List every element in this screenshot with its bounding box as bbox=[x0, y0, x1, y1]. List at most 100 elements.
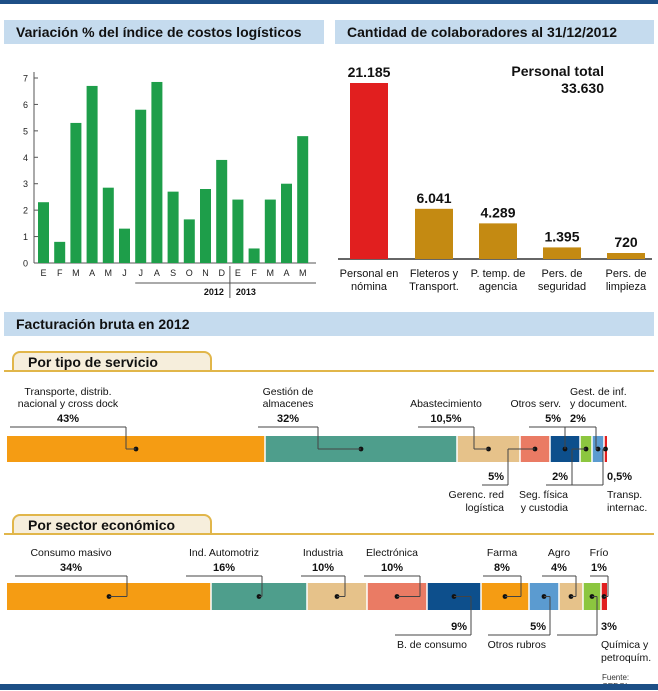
segment-pct: 10,5% bbox=[430, 413, 461, 425]
segment-label: Química y bbox=[601, 639, 649, 651]
x-tick-label: E bbox=[40, 268, 46, 278]
category-label: Fleteros y bbox=[410, 268, 459, 280]
y-tick-label: 5 bbox=[23, 126, 28, 136]
bar bbox=[543, 247, 581, 259]
segment-pct: 4% bbox=[551, 562, 567, 574]
x-tick-label: E bbox=[235, 268, 241, 278]
y-tick-label: 2 bbox=[23, 206, 28, 216]
x-tick-label: M bbox=[299, 268, 307, 278]
total-label: Personal total bbox=[511, 63, 604, 79]
category-label: limpieza bbox=[606, 281, 647, 293]
segment-pct: 3% bbox=[601, 621, 617, 633]
category-label: Transport. bbox=[409, 281, 459, 293]
x-tick-label: D bbox=[218, 268, 225, 278]
segment-pct: 1% bbox=[591, 562, 607, 574]
segment-label: Otros rubros bbox=[488, 639, 546, 651]
category-label: seguridad bbox=[538, 281, 586, 293]
bar bbox=[350, 83, 388, 259]
category-label: nómina bbox=[351, 281, 388, 293]
segment-label: Transp. bbox=[607, 489, 642, 501]
segment-pct: 0,5% bbox=[607, 471, 632, 483]
segment-label: y document. bbox=[570, 398, 627, 410]
segment-label: Consumo masivo bbox=[30, 547, 111, 559]
segment-label: Transporte, distrib. bbox=[24, 386, 111, 398]
segment-label: B. de consumo bbox=[397, 639, 467, 651]
segment-label: Otros serv. bbox=[510, 398, 561, 410]
bar bbox=[297, 136, 309, 263]
category-label: P. temp. de bbox=[471, 268, 526, 280]
bar-value-label: 1.395 bbox=[544, 228, 579, 244]
segment-label: almacenes bbox=[263, 398, 314, 410]
x-tick-label: A bbox=[89, 268, 95, 278]
bar bbox=[216, 159, 228, 263]
x-tick-label: M bbox=[72, 268, 80, 278]
bar-value-label: 6.041 bbox=[416, 190, 451, 206]
segment-label: nacional y cross dock bbox=[18, 398, 119, 410]
bar bbox=[200, 189, 211, 263]
x-tick-label: A bbox=[283, 268, 289, 278]
billing-section-title: Facturación bruta en 2012 bbox=[4, 312, 654, 336]
segment-label: logística bbox=[465, 502, 504, 514]
bar bbox=[70, 122, 82, 263]
bar bbox=[248, 248, 260, 263]
x-tick-label: S bbox=[170, 268, 176, 278]
sector-tab-rule bbox=[4, 533, 654, 535]
segment-label: y custodia bbox=[521, 502, 568, 514]
segment-label: Seg. física bbox=[519, 489, 568, 501]
segment-label: Gest. de inf. bbox=[570, 386, 627, 398]
segment-label: petroquím. bbox=[601, 652, 651, 664]
bar bbox=[102, 187, 114, 263]
segment-pct: 32% bbox=[277, 413, 299, 425]
segment-pct: 8% bbox=[494, 562, 510, 574]
y-tick-label: 3 bbox=[23, 179, 28, 189]
x-tick-label: N bbox=[202, 268, 209, 278]
bar bbox=[167, 191, 179, 263]
segment-label: Industria bbox=[303, 547, 343, 559]
x-tick-label: F bbox=[57, 268, 63, 278]
bottom-rule bbox=[0, 684, 658, 690]
category-label: Personal en bbox=[340, 268, 399, 280]
bar bbox=[607, 253, 645, 259]
bar bbox=[415, 208, 453, 259]
x-tick-label: J bbox=[138, 268, 143, 278]
segment-pct: 2% bbox=[570, 413, 586, 425]
bar bbox=[479, 223, 517, 259]
bar bbox=[151, 81, 163, 263]
segment-label: Electrónica bbox=[366, 547, 418, 559]
segment-pct: 43% bbox=[57, 413, 79, 425]
segment-label: Gerenc. red bbox=[449, 489, 505, 501]
y-tick-label: 6 bbox=[23, 100, 28, 110]
y-tick-label: 1 bbox=[23, 232, 28, 242]
year-label: 2012 bbox=[204, 287, 224, 297]
segment-pct: 5% bbox=[488, 471, 504, 483]
bar bbox=[54, 241, 66, 263]
bar bbox=[264, 199, 276, 263]
y-tick-label: 0 bbox=[23, 259, 28, 269]
segment-pct: 2% bbox=[552, 471, 568, 483]
segment-label: Frío bbox=[590, 547, 609, 559]
segment-pct: 10% bbox=[381, 562, 403, 574]
segment-pct: 10% bbox=[312, 562, 334, 574]
sector-tab: Por sector económico bbox=[12, 514, 212, 534]
service-type-tab: Por tipo de servicio bbox=[12, 351, 212, 371]
year-label: 2013 bbox=[236, 287, 256, 297]
bar-value-label: 720 bbox=[614, 234, 638, 250]
category-label: Pers. de bbox=[542, 268, 583, 280]
segment-pct: 5% bbox=[545, 413, 561, 425]
bar bbox=[86, 85, 98, 263]
x-tick-label: M bbox=[267, 268, 275, 278]
bar bbox=[119, 228, 130, 263]
bar-value-label: 21.185 bbox=[348, 64, 391, 80]
x-tick-label: F bbox=[251, 268, 257, 278]
service-type-tab-rule bbox=[4, 370, 654, 372]
sector-stacked-bar: Consumo masivo 34% Ind. Automotriz 16% Indus… bbox=[7, 547, 651, 664]
segment-label: Abastecimiento bbox=[410, 398, 482, 410]
costs-chart-title: Variación % del índice de costos logísti… bbox=[4, 20, 324, 44]
segment-label: Agro bbox=[548, 547, 570, 559]
x-tick-label: A bbox=[154, 268, 160, 278]
bar bbox=[38, 202, 49, 263]
bar bbox=[183, 219, 195, 263]
bar-value-label: 4.289 bbox=[480, 204, 515, 220]
y-tick-label: 7 bbox=[23, 74, 28, 84]
